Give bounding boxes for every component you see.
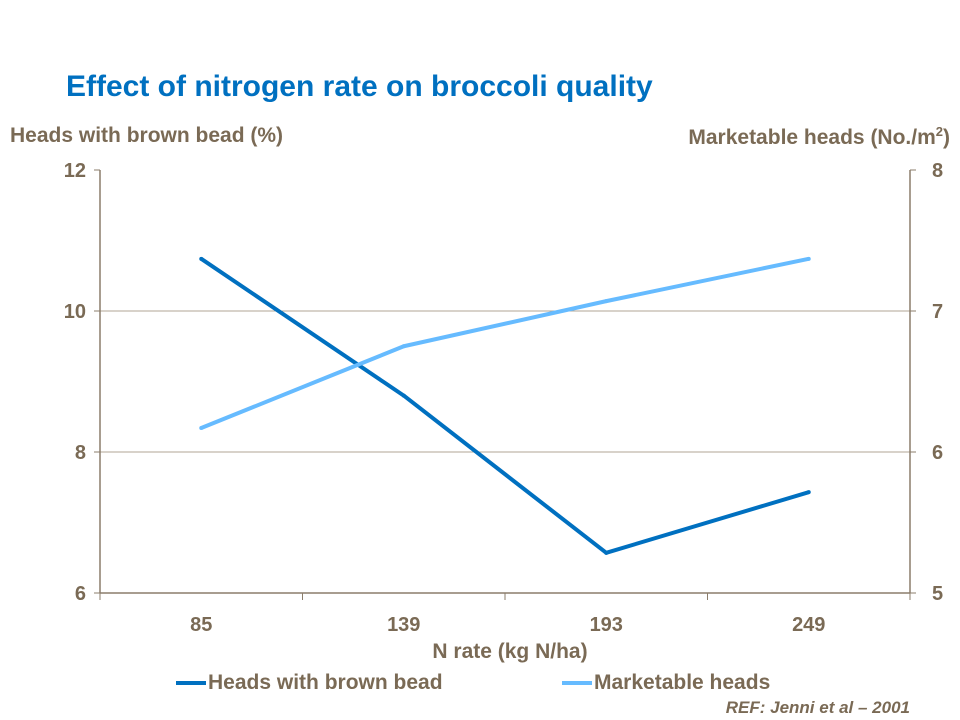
x-tick-label: 85 [190, 614, 212, 636]
series-line-1 [200, 256, 810, 430]
y-tick-left: 12 [64, 160, 86, 182]
data-point [199, 426, 204, 431]
y-tick-right: 7 [932, 301, 943, 323]
y-tick-left: 6 [75, 583, 86, 605]
x-tick-label: 139 [387, 614, 420, 636]
reference: REF: Jenni et al – 2001 [725, 698, 910, 717]
x-tick-label: 193 [590, 614, 623, 636]
x-tick-label: 249 [792, 614, 825, 636]
data-point [806, 490, 811, 495]
data-point [401, 393, 406, 398]
data-point [604, 550, 609, 555]
y-axis-left-label: Heads with brown bead (%) [10, 124, 284, 147]
legend-label-brown-bead: Heads with brown bead [208, 671, 443, 694]
data-point [806, 256, 811, 261]
x-axis-label: N rate (kg N/ha) [432, 640, 588, 663]
chart-title: Effect of nitrogen rate on broccoli qual… [66, 70, 653, 103]
y-tick-right: 8 [932, 160, 943, 182]
y-tick-right: 5 [932, 583, 943, 605]
y-tick-left: 8 [75, 442, 86, 464]
y-axis-right-label: Marketable heads (No./m2) [688, 124, 950, 149]
y-tick-left: 10 [64, 301, 86, 323]
legend-label-marketable: Marketable heads [594, 671, 771, 694]
series-line-0 [200, 257, 810, 555]
data-point [199, 256, 204, 261]
data-point [604, 299, 609, 304]
data-point [401, 344, 406, 349]
y-tick-right: 6 [932, 442, 943, 464]
